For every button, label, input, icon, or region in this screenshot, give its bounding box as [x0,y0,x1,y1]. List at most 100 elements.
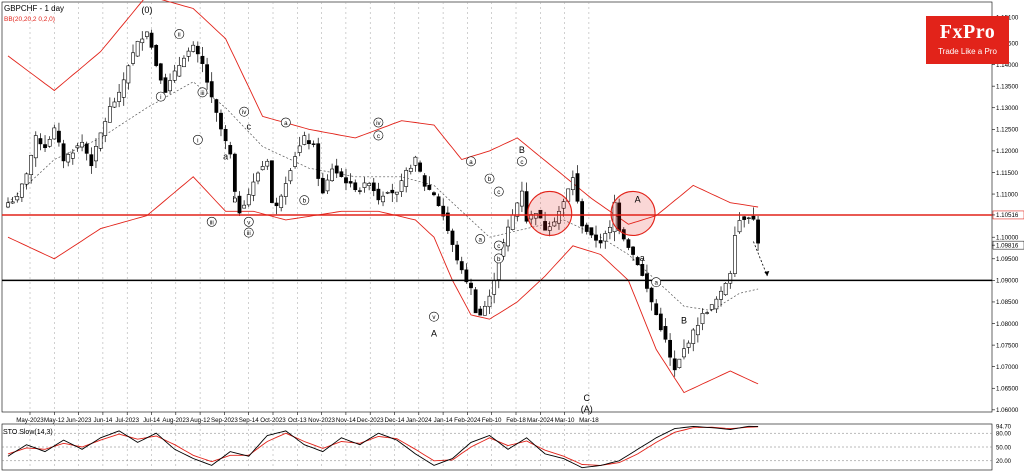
candle-body [668,339,672,358]
wave-label-ring [493,253,504,264]
candle-body [288,170,293,182]
candle-body [408,167,413,172]
candle-body [686,342,691,348]
bollinger-upper [7,0,759,225]
y-tick-label: 1.08000 [996,321,1019,328]
candle-body [598,240,603,244]
stochastic-d-line [7,426,759,466]
candle-body [24,173,29,185]
candle-body [297,145,302,153]
candle-body [557,211,561,224]
candle-body [357,190,362,192]
candle-body [38,138,43,145]
highlight-circle [610,190,656,237]
candle-body [107,106,112,123]
candle-body [154,45,159,66]
candle-body [538,209,543,219]
candle-body [561,201,566,209]
candle-body [251,181,256,196]
wave-label: a [654,280,658,287]
y-tick-label: 1.12000 [996,148,1019,155]
wave-label: iii [210,219,214,226]
wave-label-ring [493,240,504,251]
stochastic-k-line [7,425,759,469]
wave-label-ring [475,234,486,244]
candle-body [80,141,84,148]
candle-body [737,220,742,233]
wave-label: iv [376,120,381,127]
symbol-label: GBPCHF - 1 day [4,4,64,13]
candle-body [172,70,177,81]
x-tick-label: Aug-2023 [162,417,189,424]
x-tick-label: Mar-18 [579,417,599,424]
candle-body [6,202,10,208]
wave-label-ring [493,186,504,197]
candle-body [552,221,557,227]
candle-body [19,183,24,198]
wave-label-ring [299,195,310,206]
candle-body [381,195,385,203]
oscillator-tick-label: 50.00 [996,445,1012,451]
candle-body [89,154,94,167]
candle-body [728,273,733,284]
candle-body [302,135,307,145]
candle-body [348,181,353,184]
wave-label: a [223,152,228,162]
candle-body [228,145,233,155]
candle-body [311,143,316,145]
candle-body [195,45,200,55]
candle-body [575,173,580,202]
candle-body [700,313,705,325]
candle-body [626,239,631,248]
wave-label-ring [243,227,254,238]
candle-body [584,224,589,232]
x-tick-label: Nov-14 [336,417,357,424]
candle-body [33,135,38,159]
candle-body [413,156,418,166]
candle-body [344,177,348,184]
candle-body [283,183,288,197]
candle-body [427,184,432,190]
candle-body [607,226,612,234]
y-tick-label: 1.10516 [996,212,1019,219]
wave-label: ii [178,32,181,39]
indicator-label: BB(20,20,2 0,2,0) [4,16,55,23]
candle-body [663,326,668,340]
x-tick-label: Dec-14 [385,417,406,424]
wave-label: v [432,314,436,321]
x-tick-label: Nov-2023 [308,417,335,424]
x-tick-label: Jul-14 [143,417,160,424]
candle-body [307,140,311,145]
oscillator-tick-label: 94.70 [996,425,1012,431]
bollinger-bands [7,0,759,394]
candle-body [594,234,598,241]
price-axis: 1.151001.145001.140001.135001.130001.125… [992,14,1024,414]
candle-body [418,162,422,172]
candle-body [492,280,497,295]
x-tick-label: May-2023 [16,417,44,424]
candle-body [200,55,205,64]
candle-body [117,91,122,102]
wave-label-ring [155,91,166,102]
candle-body [270,160,274,203]
candle-body [330,168,335,182]
candle-body [589,227,594,236]
y-tick-label: 1.13000 [996,105,1019,112]
y-tick-label: 1.11000 [996,191,1018,198]
candle-body [432,192,436,196]
wave-label: (0) [141,5,152,15]
candle-body [260,166,265,171]
wave-label: (A) [581,404,593,414]
candle-body [580,201,585,227]
wave-label: c [520,159,523,166]
candle-body [719,290,723,300]
candle-body [445,212,450,231]
candle-body [473,289,478,314]
candle-body [371,182,376,192]
candle-body [75,145,80,149]
y-tick-label: 1.06000 [996,407,1019,414]
candle-body [362,182,367,188]
y-tick-label: 1.06500 [996,386,1019,393]
x-tick-label: Jan-14 [434,417,453,424]
candle-body [520,190,524,207]
